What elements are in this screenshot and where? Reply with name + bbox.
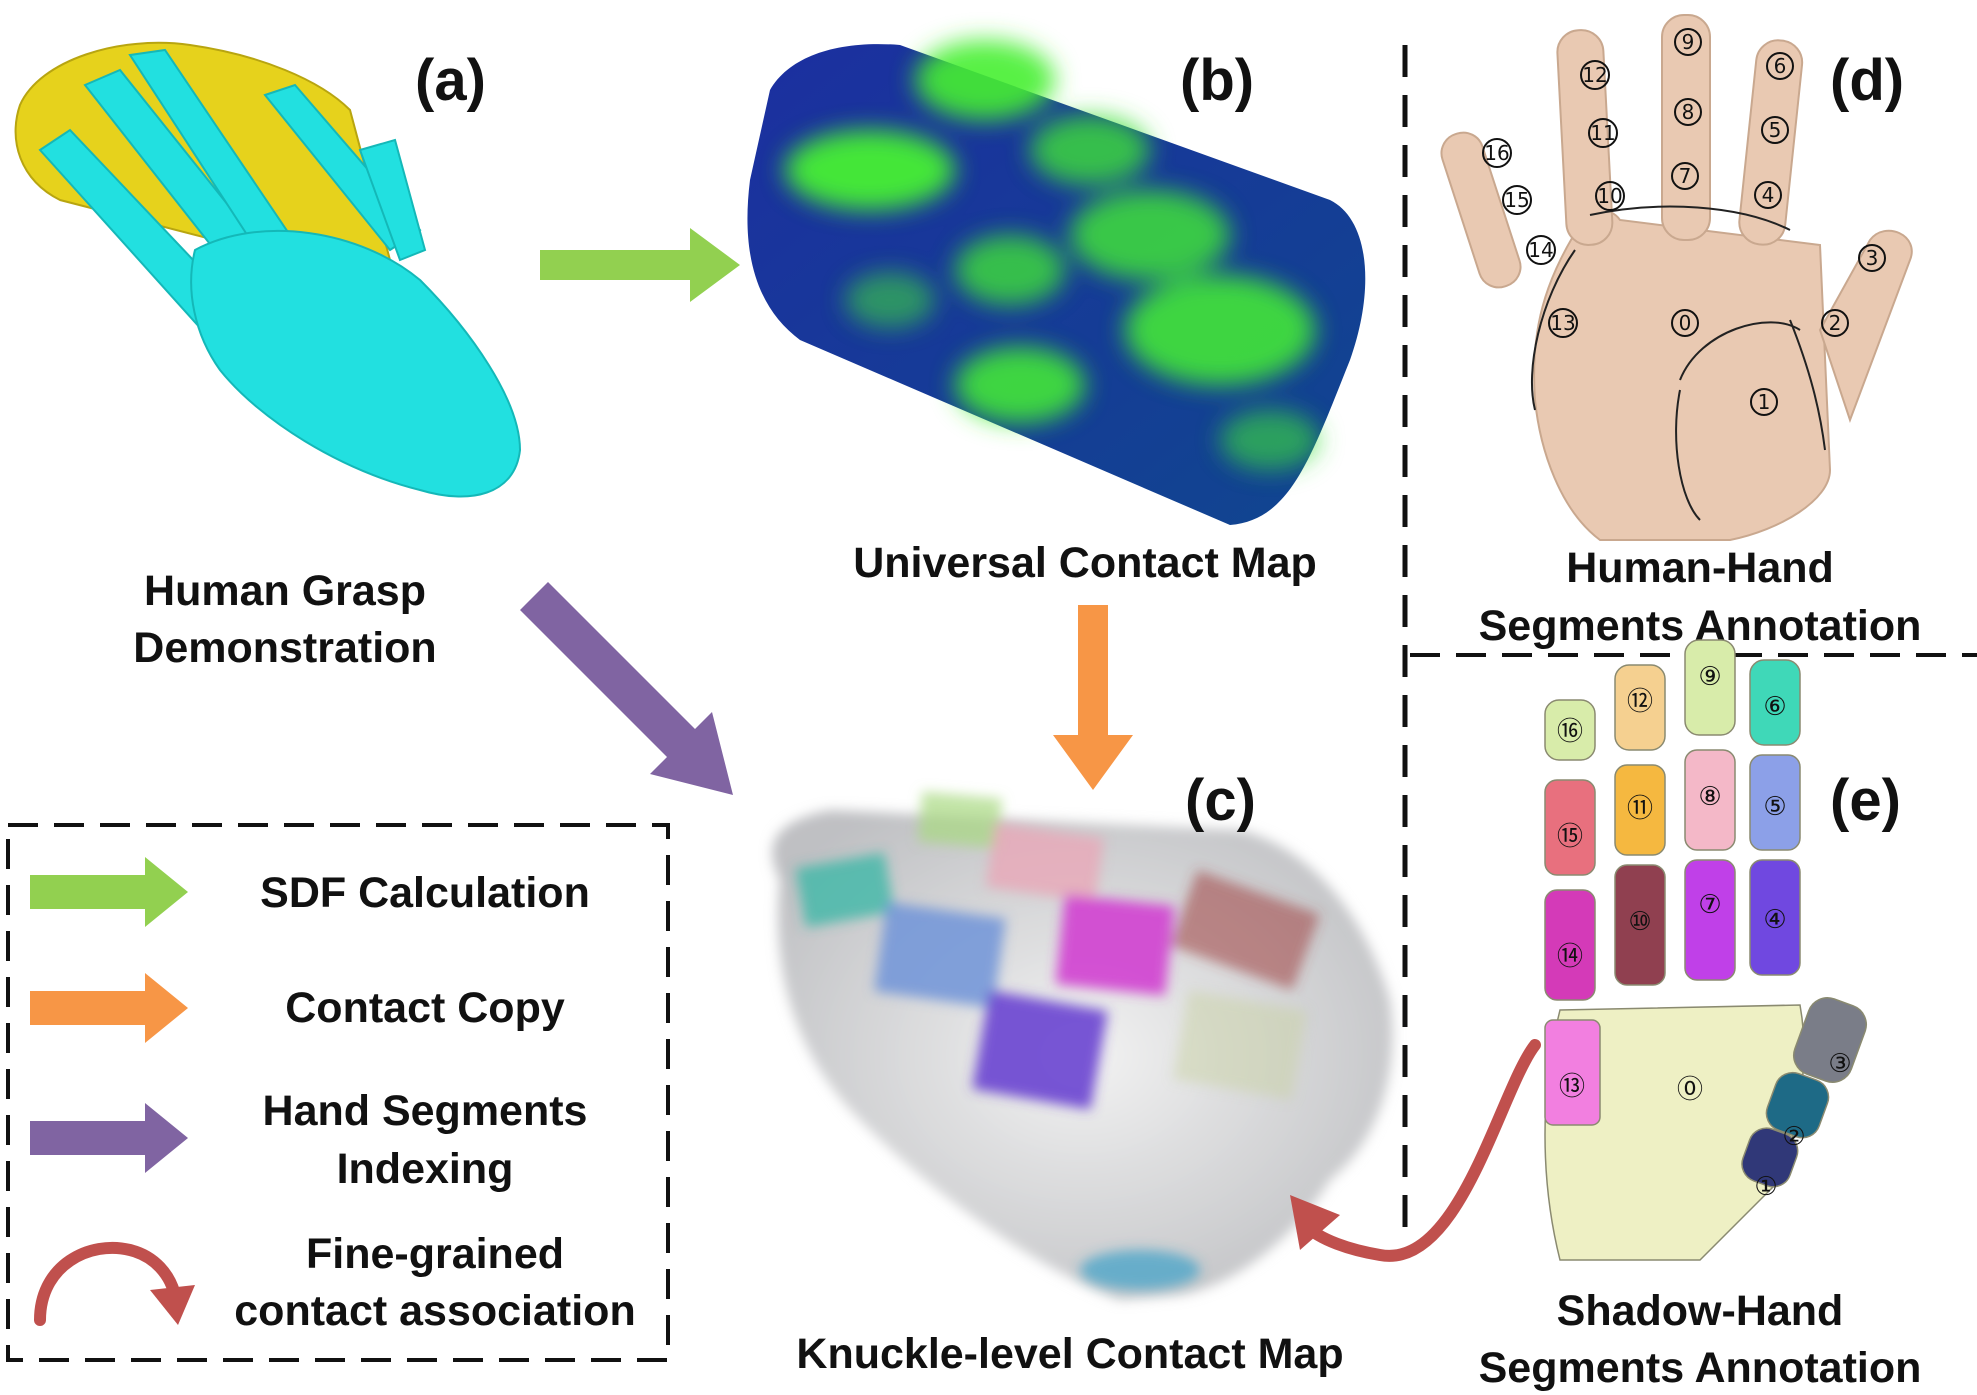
human-segment-2: 2 <box>1821 309 1849 337</box>
shadow-hand-caption-line2: Segments Annotation <box>1479 1344 1922 1392</box>
indexing-arrow <box>520 582 733 795</box>
svg-text:9: 9 <box>1682 30 1695 54</box>
svg-text:11: 11 <box>1590 121 1615 145</box>
shadow-segment-5: ⑤ <box>1763 792 1786 822</box>
shadow-segment-9: ⑨ <box>1698 662 1721 692</box>
cyan-hand <box>38 48 522 498</box>
shadow-segment-16: ⑯ <box>1557 717 1583 747</box>
shadow-segment-2: ② <box>1782 1122 1805 1152</box>
human-segment-13: 13 <box>1548 308 1578 338</box>
shadow-segment-4: ④ <box>1763 905 1786 935</box>
association-arrowhead <box>1290 1195 1340 1250</box>
human-segment-8: 8 <box>1674 98 1702 126</box>
shadow-segment-11: ⑪ <box>1627 794 1653 824</box>
human-segment-6: 6 <box>1766 52 1794 80</box>
svg-text:0: 0 <box>1679 311 1692 335</box>
shadow-segment-6: ⑥ <box>1763 692 1786 722</box>
legend-sdf-label: SDF Calculation <box>260 869 590 917</box>
panel-label-e: (e) <box>1830 768 1901 833</box>
svg-text:1: 1 <box>1758 390 1771 414</box>
svg-text:6: 6 <box>1774 54 1787 78</box>
svg-text:5: 5 <box>1769 118 1782 142</box>
shadow-segment-12: ⑫ <box>1627 687 1653 717</box>
human-segment-1: 1 <box>1750 388 1778 416</box>
human-grasp-caption-line1: Human Grasp <box>144 567 426 615</box>
legend-copy-label: Contact Copy <box>285 984 565 1032</box>
legend-box <box>6 823 670 1362</box>
shadow-segment-10: ⑩ <box>1628 907 1651 937</box>
contact-copy-arrow <box>1053 605 1133 790</box>
legend-orange-arrow <box>30 973 188 1043</box>
human-segment-16: 16 <box>1482 138 1512 168</box>
shadow-segment-3: ③ <box>1828 1049 1851 1079</box>
human-segment-11: 11 <box>1588 118 1618 148</box>
shadow-hand-image <box>1544 639 1867 1261</box>
shadow-hand-segment-markers: ⓪ ① ② ③ ④ ⑤ ⑥ ⑦ ⑧ ⑨ ⑩ ⑪ ⑫ ⑬ ⑭ ⑮ ⑯ <box>1557 662 1852 1202</box>
svg-text:4: 4 <box>1762 183 1775 207</box>
universal-contact-map-image <box>747 40 1366 525</box>
human-segment-14: 14 <box>1526 235 1556 265</box>
human-segment-12: 12 <box>1580 60 1610 90</box>
legend-red-arrow <box>34 1241 181 1326</box>
human-grasp-image <box>14 41 522 498</box>
human-segment-0: 0 <box>1671 309 1699 337</box>
human-segment-4: 4 <box>1754 181 1782 209</box>
shadow-segment-1: ① <box>1754 1172 1777 1202</box>
svg-text:2: 2 <box>1829 311 1842 335</box>
sdf-arrow <box>540 228 740 302</box>
legend-indexing-label-line1: Hand Segments <box>263 1087 588 1135</box>
human-segment-3: 3 <box>1858 244 1886 272</box>
svg-text:3: 3 <box>1866 246 1879 270</box>
panel-label-d: (d) <box>1830 48 1904 113</box>
svg-text:8: 8 <box>1682 100 1695 124</box>
legend-fine-label-line2: contact association <box>234 1287 635 1335</box>
legend: SDF Calculation Contact Copy Hand Segmen… <box>6 823 670 1362</box>
shadow-segment-0: ⓪ <box>1677 1075 1703 1105</box>
svg-text:14: 14 <box>1528 238 1553 262</box>
legend-indexing-label-line2: Indexing <box>337 1145 514 1193</box>
shadow-segment-8: ⑧ <box>1698 782 1721 812</box>
svg-text:16: 16 <box>1484 141 1509 165</box>
human-segment-5: 5 <box>1761 116 1789 144</box>
shadow-segment-7: ⑦ <box>1698 890 1721 920</box>
shadow-segment-13: ⑬ <box>1559 1072 1585 1102</box>
human-segment-7: 7 <box>1671 162 1699 190</box>
human-grasp-caption-line2: Demonstration <box>133 624 436 672</box>
shadow-segment-15: ⑮ <box>1557 822 1583 852</box>
panel-label-a: (a) <box>415 48 486 113</box>
legend-green-arrow <box>30 857 188 927</box>
human-hand-segment-markers: 0 1 2 3 4 5 6 7 8 9 10 11 12 13 14 15 16 <box>1482 28 1886 416</box>
panel-label-c: (c) <box>1185 768 1256 833</box>
panel-label-b: (b) <box>1180 48 1254 113</box>
human-segment-15: 15 <box>1502 185 1532 215</box>
human-segment-10: 10 <box>1595 181 1625 211</box>
association-arrow <box>1299 1039 1541 1262</box>
universal-contact-map-caption: Universal Contact Map <box>853 539 1317 587</box>
human-segment-9: 9 <box>1674 28 1702 56</box>
svg-text:10: 10 <box>1597 184 1622 208</box>
shadow-segment-14: ⑭ <box>1557 942 1583 972</box>
shadow-hand-caption-line1: Shadow-Hand <box>1557 1287 1844 1335</box>
svg-text:12: 12 <box>1582 63 1607 87</box>
knuckle-contact-map-caption: Knuckle-level Contact Map <box>796 1330 1343 1378</box>
svg-text:13: 13 <box>1550 311 1575 335</box>
legend-purple-arrow <box>30 1103 188 1173</box>
knuckle-contact-map-image <box>772 791 1393 1300</box>
human-hand-caption-line1: Human-Hand <box>1566 544 1834 592</box>
legend-red-arrowhead <box>150 1285 195 1325</box>
legend-fine-label-line1: Fine-grained <box>306 1230 564 1278</box>
svg-text:7: 7 <box>1679 164 1692 188</box>
svg-text:15: 15 <box>1504 188 1529 212</box>
